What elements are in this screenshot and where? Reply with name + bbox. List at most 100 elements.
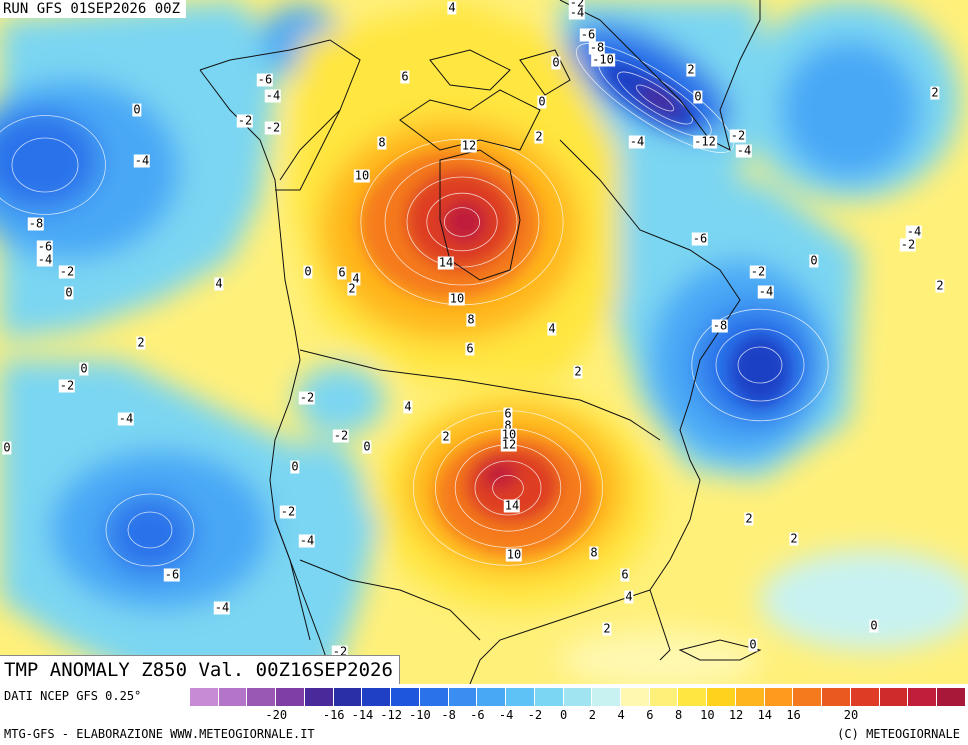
contour-value-label: -6	[256, 72, 274, 87]
contour-value-label: -2	[58, 264, 76, 279]
contour-value-label: 0	[693, 89, 703, 104]
color-swatch	[793, 688, 823, 706]
contour-value-label: 6	[465, 341, 475, 356]
isotherm-line	[715, 328, 805, 402]
contour-value-label: -4	[213, 600, 231, 615]
data-source: DATI NCEP GFS 0.25°	[4, 689, 142, 703]
contour-value-label: -4	[36, 252, 54, 267]
contour-value-label: 2	[347, 281, 357, 296]
scale-tick-label: 16	[786, 708, 801, 722]
validity-title: TMP ANOMALY Z850 Val. 00Z16SEP2026	[0, 655, 400, 684]
color-swatch	[506, 688, 535, 706]
contour-value-label: -4	[298, 533, 316, 548]
coastline-path	[649, 329, 721, 591]
color-swatch	[850, 688, 880, 706]
contour-value-label: 0	[303, 264, 313, 279]
contour-value-label: 2	[686, 62, 696, 77]
contour-value-label: -6	[579, 27, 597, 42]
isotherm-line	[575, 43, 735, 153]
contour-value-label: -6	[691, 231, 709, 246]
contour-value-label: 8	[377, 135, 387, 150]
color-swatch	[276, 688, 305, 706]
color-swatch	[592, 688, 622, 706]
contour-value-label: 12	[460, 138, 478, 153]
contour-value-label: -8	[588, 40, 606, 55]
isotherm-line	[0, 115, 106, 215]
scale-tick-label: -20	[265, 708, 288, 722]
contour-value-label: -2	[298, 390, 316, 405]
contour-value-label: -4	[628, 134, 646, 149]
gulf-pale	[560, 630, 760, 684]
coastline-path	[519, 49, 571, 96]
isotherm-line	[691, 308, 829, 422]
contour-value-label: 8	[589, 545, 599, 560]
coastline-path	[649, 589, 671, 661]
scale-tick-label: -14	[351, 708, 374, 722]
color-swatch	[937, 688, 966, 706]
scale-tick-label: 10	[700, 708, 715, 722]
caribbean-pale	[760, 550, 968, 650]
contour-value-label: 0	[551, 55, 561, 70]
contour-value-label: 0	[290, 459, 300, 474]
contour-value-label: -6	[36, 239, 54, 254]
color-swatch	[563, 688, 593, 706]
isotherm-line	[426, 192, 498, 252]
color-swatch	[735, 688, 765, 706]
greenland-extreme-cold	[639, 84, 681, 116]
temperature-anomaly-map: 4 -2 -4 -6 -8 -10 0 2 0 0 2 -6 -4 6 0 -2 -2 8 12 2 -4 -12 -2 -4…	[0, 0, 968, 684]
contour-value-label: -6	[163, 567, 181, 582]
north-atlantic-mid	[780, 40, 920, 180]
color-swatch	[649, 688, 679, 706]
contour-value-label: 4	[403, 399, 413, 414]
scale-tick-label: -16	[322, 708, 345, 722]
coastline-path	[275, 109, 341, 191]
color-swatch	[764, 688, 794, 706]
color-scale-bar	[190, 688, 966, 706]
contour-value-label: 0	[79, 361, 89, 376]
contour-value-label: 6	[620, 567, 630, 582]
aleutian-cold-center	[0, 110, 100, 210]
contour-value-label: -2	[332, 428, 350, 443]
contour-value-label: -4	[117, 411, 135, 426]
contour-value-label: 2	[136, 335, 146, 350]
contour-value-label: 4	[547, 321, 557, 336]
contour-value-label: -4	[735, 143, 753, 158]
contour-value-label: -8	[711, 318, 729, 333]
color-swatch	[621, 688, 650, 706]
scale-tick-label: -8	[441, 708, 456, 722]
contour-value-label: 2	[744, 511, 754, 526]
contour-value-label: -4	[568, 5, 586, 20]
scale-tick-label: -6	[470, 708, 485, 722]
contour-value-label: 10	[448, 291, 466, 306]
contour-value-label: 0	[362, 439, 372, 454]
anomaly-fields	[0, 0, 968, 684]
isotherm-line	[384, 158, 540, 286]
scale-tick-label: 12	[728, 708, 744, 722]
contour-value-label: 12	[500, 437, 518, 452]
coastline-path	[299, 559, 481, 641]
color-swatch	[333, 688, 363, 706]
color-swatch	[304, 688, 334, 706]
contour-value-label: 8	[503, 418, 513, 433]
contour-value-label: -12	[693, 134, 717, 149]
anomaly-cores	[360, 61, 790, 555]
scale-tick-label: -10	[409, 708, 431, 722]
scale-tick-label: -2	[527, 708, 543, 722]
contour-value-label: 8	[466, 312, 476, 327]
color-swatch	[908, 688, 938, 706]
contour-value-label: -2	[236, 113, 254, 128]
contour-value-label: 0	[64, 285, 74, 300]
color-swatch	[678, 688, 708, 706]
contour-value-label: -2	[264, 120, 282, 135]
color-swatch	[879, 688, 909, 706]
coastline-path	[274, 519, 311, 641]
rockies-cold-patch	[295, 365, 385, 435]
color-swatch	[707, 688, 736, 706]
contour-value-label: 2	[789, 531, 799, 546]
contour-value-label: 10	[353, 168, 371, 183]
contour-value-label: 4	[214, 276, 224, 291]
contour-value-label: 4	[351, 271, 361, 286]
color-swatch	[822, 688, 851, 706]
contour-value-label: 6	[337, 265, 347, 280]
isotherm-line	[737, 346, 783, 384]
